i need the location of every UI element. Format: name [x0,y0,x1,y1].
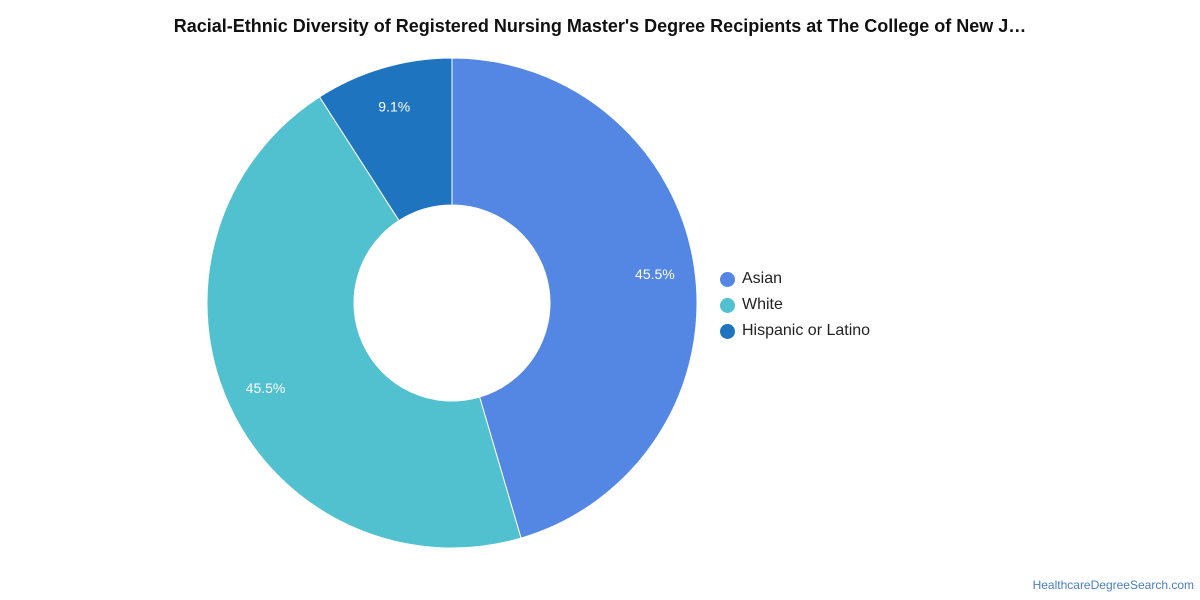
legend-swatch [720,271,735,287]
legend: Asian White Hispanic or Latino [720,266,870,344]
slices-group [206,57,698,549]
slice-white[interactable] [206,96,522,549]
legend-label: Hispanic or Latino [742,322,871,339]
slice-label-hispanic-or-latino: 9.1% [378,98,410,114]
legend-item-white[interactable]: White [720,292,870,318]
legend-item-hispanic-or-latino[interactable]: Hispanic or Latino [720,318,870,344]
legend-item-asian[interactable]: Asian [720,266,870,292]
legend-swatch [720,323,735,339]
source-link[interactable]: HealthcareDegreeSearch.com [1032,578,1194,592]
slice-hispanic-or-latino[interactable] [318,57,453,222]
slice-labels-group: 45.5% 45.5% 9.1% [246,98,675,396]
legend-label: White [742,296,783,313]
slice-label-white: 45.5% [246,380,286,396]
legend-label: Asian [742,270,783,287]
slice-asian[interactable] [451,57,698,539]
slice-label-asian: 45.5% [635,266,675,282]
legend-swatch [720,297,735,313]
chart-title: Racial-Ethnic Diversity of Registered Nu… [173,16,1027,36]
